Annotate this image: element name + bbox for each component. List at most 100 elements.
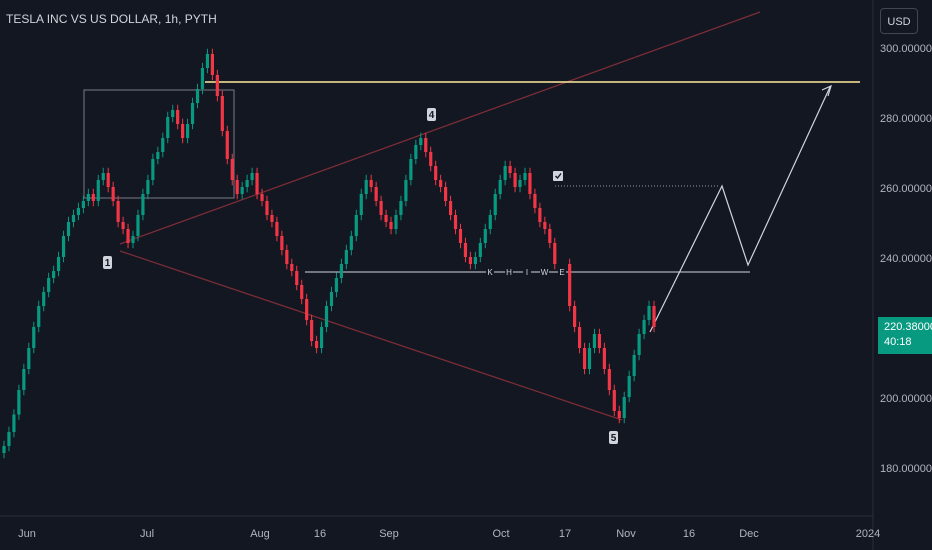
x-tick-label: Sep — [379, 528, 399, 540]
marker-bg — [558, 267, 566, 277]
x-tick-label: Jul — [140, 528, 154, 540]
candle-body — [280, 236, 284, 250]
currency-button[interactable]: USD — [880, 8, 918, 34]
candle-body — [131, 236, 135, 243]
wave-label-text: 1 — [105, 258, 111, 269]
candle-body — [612, 390, 616, 411]
candle-body — [255, 173, 259, 194]
candle-body — [126, 229, 130, 243]
level-markers: K H I W E — [486, 267, 566, 277]
candle-body — [290, 264, 294, 271]
candle-body — [622, 397, 626, 418]
candle-body — [7, 432, 11, 446]
candle-body — [96, 180, 100, 201]
candle-body — [156, 152, 160, 159]
candle-body — [240, 187, 244, 194]
candle-body — [310, 320, 314, 341]
consolidation-box[interactable] — [83, 89, 235, 199]
candle-body — [463, 243, 468, 257]
y-tick-label: 240.00000 — [880, 253, 932, 265]
level-marker-h: H — [506, 268, 512, 277]
candle-body — [424, 138, 428, 152]
candle-body — [577, 327, 582, 348]
candle-body — [419, 138, 423, 145]
candle-body — [171, 110, 175, 117]
y-tick-label: 280.00000 — [880, 113, 932, 125]
candle-body — [181, 124, 185, 138]
candle-body — [364, 180, 368, 194]
upper-channel-line[interactable] — [119, 11, 761, 245]
chart-title: TESLA INC VS US DOLLAR, 1h, PYTH — [6, 12, 217, 26]
candle-body — [260, 194, 264, 201]
candle-body — [166, 117, 170, 138]
candle-body — [324, 306, 329, 327]
candle-body — [617, 411, 621, 418]
candle-body — [518, 180, 522, 187]
candle-body — [250, 173, 254, 180]
candle-body — [339, 264, 344, 278]
marker-bg — [540, 267, 549, 277]
x-tick-label: Nov — [616, 528, 636, 540]
candle-body — [389, 222, 393, 229]
x-tick-label: 16 — [683, 528, 695, 540]
candle-body — [379, 201, 383, 215]
candle-body — [587, 348, 592, 369]
candle-body — [215, 75, 219, 96]
candle-body — [334, 278, 339, 292]
last-price-value: 220.38000 — [884, 321, 932, 333]
candle-body — [483, 229, 487, 243]
bar-countdown: 40:18 — [884, 336, 912, 348]
wave-label-bg — [609, 431, 618, 444]
projection-path[interactable] — [649, 86, 831, 333]
time-axis[interactable]: Jun Jul Aug 16 Sep Oct 17 Nov 16 Dec 202… — [18, 528, 880, 540]
last-price-tag: 220.38000 40:18 — [878, 317, 932, 354]
lower-channel-line[interactable] — [119, 250, 623, 421]
checkbox-marker[interactable] — [553, 171, 563, 181]
candle-body — [245, 180, 249, 187]
price-axis[interactable]: 300.00000 280.00000 260.00000 240.00000 … — [880, 43, 932, 475]
candle-body — [498, 180, 502, 194]
candle-body — [374, 187, 378, 201]
candle-body — [493, 194, 497, 215]
candle-body — [220, 96, 224, 131]
candle-body — [37, 306, 41, 327]
candle-body — [359, 194, 363, 215]
candle-body — [444, 187, 448, 201]
candle-body — [582, 348, 587, 369]
candle-body — [151, 159, 155, 180]
candle-body — [121, 222, 125, 229]
wave-label-text: 4 — [429, 110, 435, 121]
candle-body — [270, 215, 274, 222]
wave-label-4[interactable]: 4 — [427, 108, 436, 121]
candle-body — [319, 327, 324, 348]
wave-label-bg — [427, 108, 436, 121]
candle-body — [602, 348, 606, 369]
candle-body — [101, 173, 105, 180]
x-tick-label: Jun — [18, 528, 36, 540]
x-tick-label: 17 — [559, 528, 571, 540]
candle-body — [349, 236, 353, 250]
wave-label-1[interactable]: 1 — [103, 256, 112, 269]
y-tick-label: 300.00000 — [880, 43, 932, 55]
candle-body — [553, 243, 557, 264]
candle-body — [409, 159, 413, 180]
candle-body — [434, 166, 438, 180]
y-tick-label: 260.00000 — [880, 183, 932, 195]
level-marker-k: K — [487, 268, 493, 277]
x-tick-label: Aug — [250, 528, 270, 540]
candle-body — [404, 180, 408, 201]
candle-body — [439, 180, 443, 187]
candle-body — [190, 103, 195, 124]
candle-body — [275, 222, 279, 236]
candle-body — [429, 152, 433, 166]
candle-body — [136, 215, 140, 236]
candle-body — [81, 201, 85, 208]
x-tick-label: Dec — [739, 528, 759, 540]
marker-bg — [523, 267, 531, 277]
wave-label-5[interactable]: 5 — [609, 431, 618, 444]
candle-body — [548, 229, 552, 243]
candle-body — [453, 215, 458, 229]
candle-body — [52, 271, 56, 278]
